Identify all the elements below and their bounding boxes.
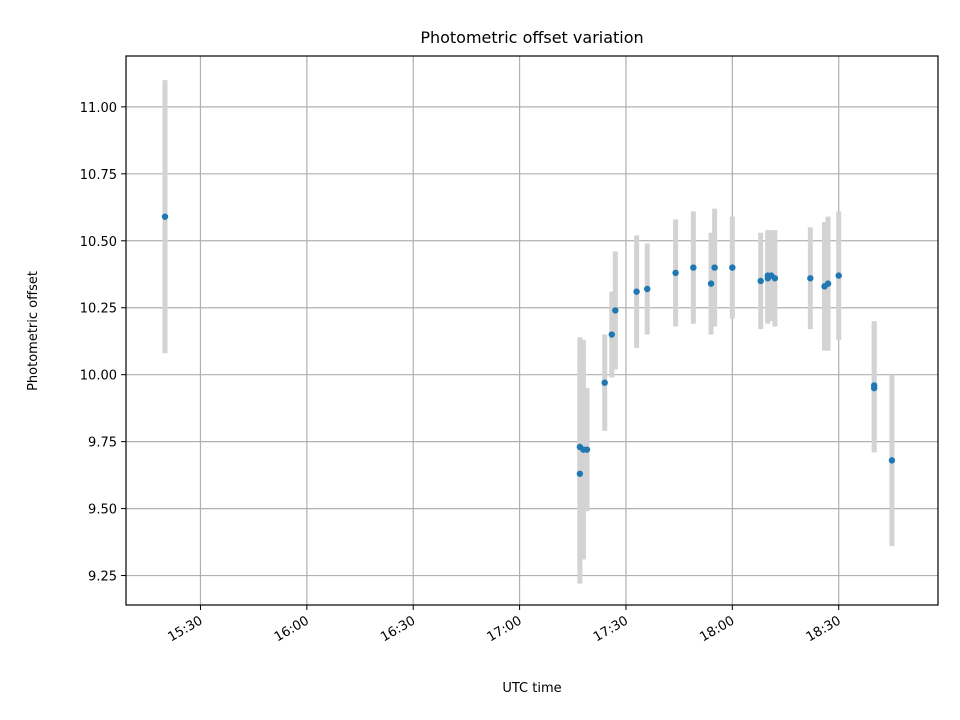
data-point [601,379,608,386]
grid [126,56,938,605]
data-point [771,275,779,282]
data-point [633,288,640,295]
data-points [161,213,896,477]
y-tick-label: 9.25 [88,570,117,585]
data-point [711,264,718,271]
y-tick-label: 9.50 [88,503,117,518]
y-axis: 9.25 9.50 9.75 10.00 10.25 10.50 10.75 11.00 [80,101,126,585]
data-point [729,264,736,271]
y-tick-label: 10.00 [80,369,117,384]
data-point [576,470,584,477]
data-point [161,213,169,220]
data-point [707,280,715,287]
data-point [612,307,619,314]
y-tick-label: 9.75 [88,436,117,451]
data-point [807,275,814,282]
plot-frame [125,55,939,606]
y-tick-label: 10.25 [80,302,117,317]
data-point [870,384,878,392]
y-tick-label: 11.00 [80,101,117,116]
data-point [888,457,896,464]
data-point [608,331,615,338]
y-axis-label: Photometric offset [26,271,41,391]
data-point [824,280,832,287]
chart-title: Photometric offset variation [420,28,643,47]
y-tick-label: 10.75 [80,168,117,183]
y-tick-label: 10.50 [80,235,117,250]
data-point [757,277,764,285]
data-point [644,285,651,293]
data-point [835,272,842,279]
data-point [672,269,679,277]
data-point [583,446,591,453]
x-axis-label: UTC time [502,681,561,696]
data-point [690,264,697,271]
